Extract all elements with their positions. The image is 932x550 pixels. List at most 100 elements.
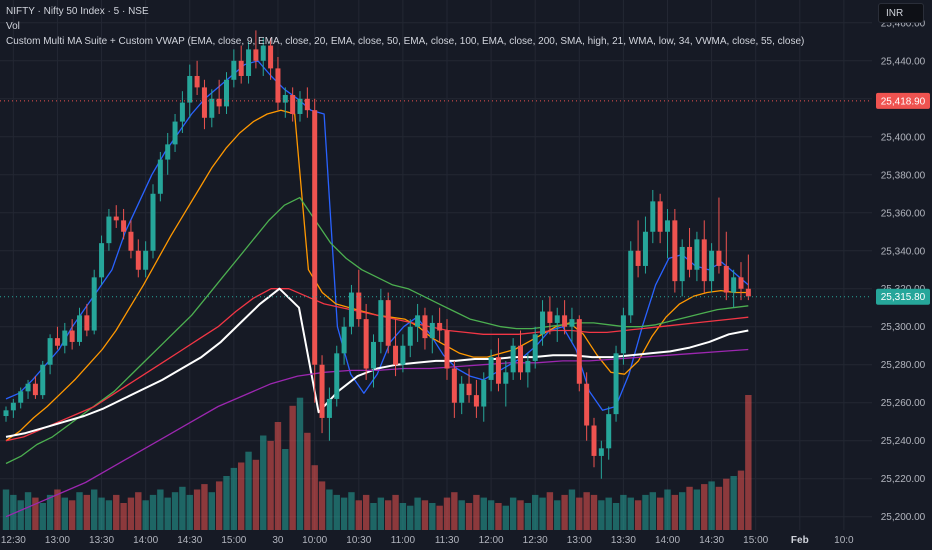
candle-body (422, 315, 428, 339)
candle (650, 189, 656, 244)
volume-bar (142, 500, 149, 530)
candle (510, 338, 516, 380)
candle (371, 334, 376, 388)
symbol-title[interactable]: NIFTY · Nifty 50 Index · 5 · NSE (6, 6, 149, 17)
candle (319, 355, 325, 434)
candle (437, 307, 443, 342)
candle-body (25, 383, 31, 392)
candle (334, 345, 340, 407)
volume-bar (179, 486, 186, 530)
volume-bar (465, 503, 473, 530)
candle (584, 372, 590, 441)
candle (723, 231, 729, 301)
candle (268, 37, 274, 80)
y-tick-label: 25,260.00 (881, 398, 926, 409)
volume-bar (590, 494, 598, 530)
y-tick-label: 25,240.00 (881, 436, 926, 447)
candle-body (91, 277, 97, 331)
volume-bar (83, 494, 91, 530)
candle (606, 406, 612, 460)
candle-body (393, 345, 399, 365)
volume-bar (598, 500, 605, 530)
volume-bar (576, 497, 583, 530)
candle (290, 87, 296, 122)
volume-bar (120, 503, 127, 530)
candle-body (547, 311, 553, 323)
volume-bar (267, 440, 274, 530)
volume-bar (260, 435, 267, 530)
volume-bar (39, 503, 46, 530)
y-tick-label: 25,380.00 (881, 170, 926, 181)
volume-bar (656, 497, 664, 530)
candle-body (415, 315, 421, 327)
candle (672, 208, 678, 293)
candle-body (231, 60, 237, 80)
indicator-legend[interactable]: Custom Multi MA Suite + Custom VWAP (EMA… (6, 36, 805, 47)
candle (3, 406, 9, 422)
candle (10, 398, 16, 418)
candle-body (429, 322, 435, 339)
candle-body (135, 250, 141, 270)
candle-body (665, 220, 670, 232)
y-axis[interactable]: 25,200.00 25,220.00 25,240.00 25,260.00 25,2… (881, 18, 926, 523)
candle-body (385, 300, 391, 346)
candle-body (238, 60, 244, 76)
candle (54, 326, 60, 350)
volume-bar (127, 497, 135, 530)
candle-body (275, 68, 281, 103)
candle (466, 368, 472, 403)
candle-body (576, 319, 582, 384)
candle-body (348, 292, 354, 327)
candle-body (334, 353, 340, 399)
candle-body (628, 250, 634, 316)
candle-body (738, 277, 744, 289)
y-tick-label: 25,440.00 (881, 56, 926, 67)
candle (576, 315, 582, 392)
x-axis[interactable]: 12:30 13:00 13:30 14:00 14:30 15:00 30 10:00 10:… (1, 535, 854, 546)
candle-body (701, 239, 707, 282)
series-vwap (5, 287, 749, 438)
volume-bar (583, 492, 590, 530)
currency-button[interactable]: INR (878, 3, 924, 23)
candle (687, 227, 693, 278)
volume-bar (318, 481, 326, 530)
volume-bar (620, 494, 627, 530)
volume-bar (193, 489, 201, 530)
candle (415, 303, 421, 342)
volume-bar (451, 492, 458, 530)
x-tick-label: 14:30 (177, 535, 202, 546)
volume-bar (502, 505, 509, 530)
candle-body (437, 322, 443, 331)
candle-body (378, 300, 384, 342)
candle (172, 113, 178, 152)
volume-bar (238, 462, 245, 530)
volume-bar (17, 500, 24, 530)
volume-bar (436, 505, 443, 530)
candle (194, 60, 200, 95)
price-lines (0, 100, 872, 298)
y-tick-label: 25,200.00 (881, 512, 926, 523)
candle (701, 220, 707, 293)
x-tick-label: 12:00 (479, 535, 504, 546)
volume-legend[interactable]: Vol (6, 21, 20, 32)
candle-body (77, 315, 82, 342)
candle-body (687, 246, 693, 270)
x-tick-label: 13:00 (45, 535, 70, 546)
candle (429, 315, 435, 354)
candle-body (179, 102, 185, 122)
x-tick-label: 14:30 (699, 535, 724, 546)
volume-bar (701, 484, 708, 530)
volume-bar (105, 500, 113, 530)
volume-bar (230, 467, 238, 530)
candle (69, 319, 75, 350)
volume-bar (171, 492, 179, 530)
candle (356, 269, 362, 327)
volume-bar (546, 492, 554, 530)
candle (444, 319, 450, 380)
candle (642, 216, 648, 274)
candle-body (400, 345, 406, 365)
volume-bar (649, 492, 656, 530)
volume-bar (737, 470, 745, 530)
candle (238, 45, 244, 84)
